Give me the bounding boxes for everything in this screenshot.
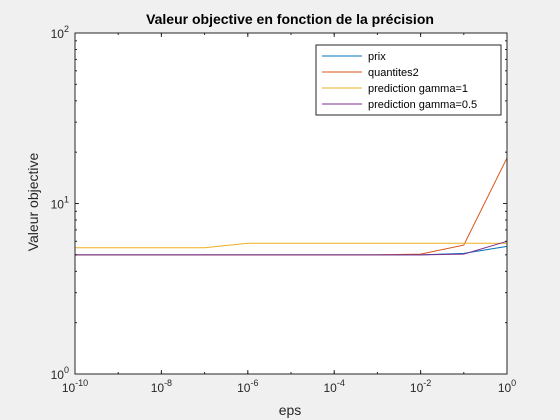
y-axis-label: Valeur objective — [25, 153, 41, 252]
legend-label-2: prediction gamma=1 — [368, 83, 468, 95]
series-layer — [75, 157, 508, 256]
series-line-3 — [75, 240, 508, 256]
x-tick-label-2: 10-6 — [237, 378, 258, 395]
y-tick-label-2: 102 — [51, 24, 69, 41]
legend-label-0: prix — [368, 51, 386, 63]
legend: prix quantites2 prediction gamma=1 predicti… — [315, 44, 502, 116]
x-tick-label-0: 10-10 — [62, 378, 88, 395]
x-tick-label-3: 10-4 — [324, 378, 345, 395]
legend-label-1: quantites2 — [368, 67, 419, 79]
x-tick-label-5: 100 — [498, 378, 516, 395]
y-tick-label-0: 100 — [51, 365, 69, 382]
chart-title: Valeur objective en fonction de la préci… — [146, 11, 434, 27]
x-tick-label-1: 10-8 — [151, 378, 172, 395]
x-axis-label: eps — [279, 402, 302, 418]
axes-layer: 10-10 10-8 10-6 10-4 10-2 100 100 101 102 — [51, 24, 517, 395]
legend-box — [315, 44, 502, 116]
legend-label-3: prediction gamma=0.5 — [368, 99, 477, 111]
x-tick-label-4: 10-2 — [410, 378, 431, 395]
y-tick-label-1: 101 — [51, 195, 69, 212]
series-line-2 — [75, 242, 507, 249]
